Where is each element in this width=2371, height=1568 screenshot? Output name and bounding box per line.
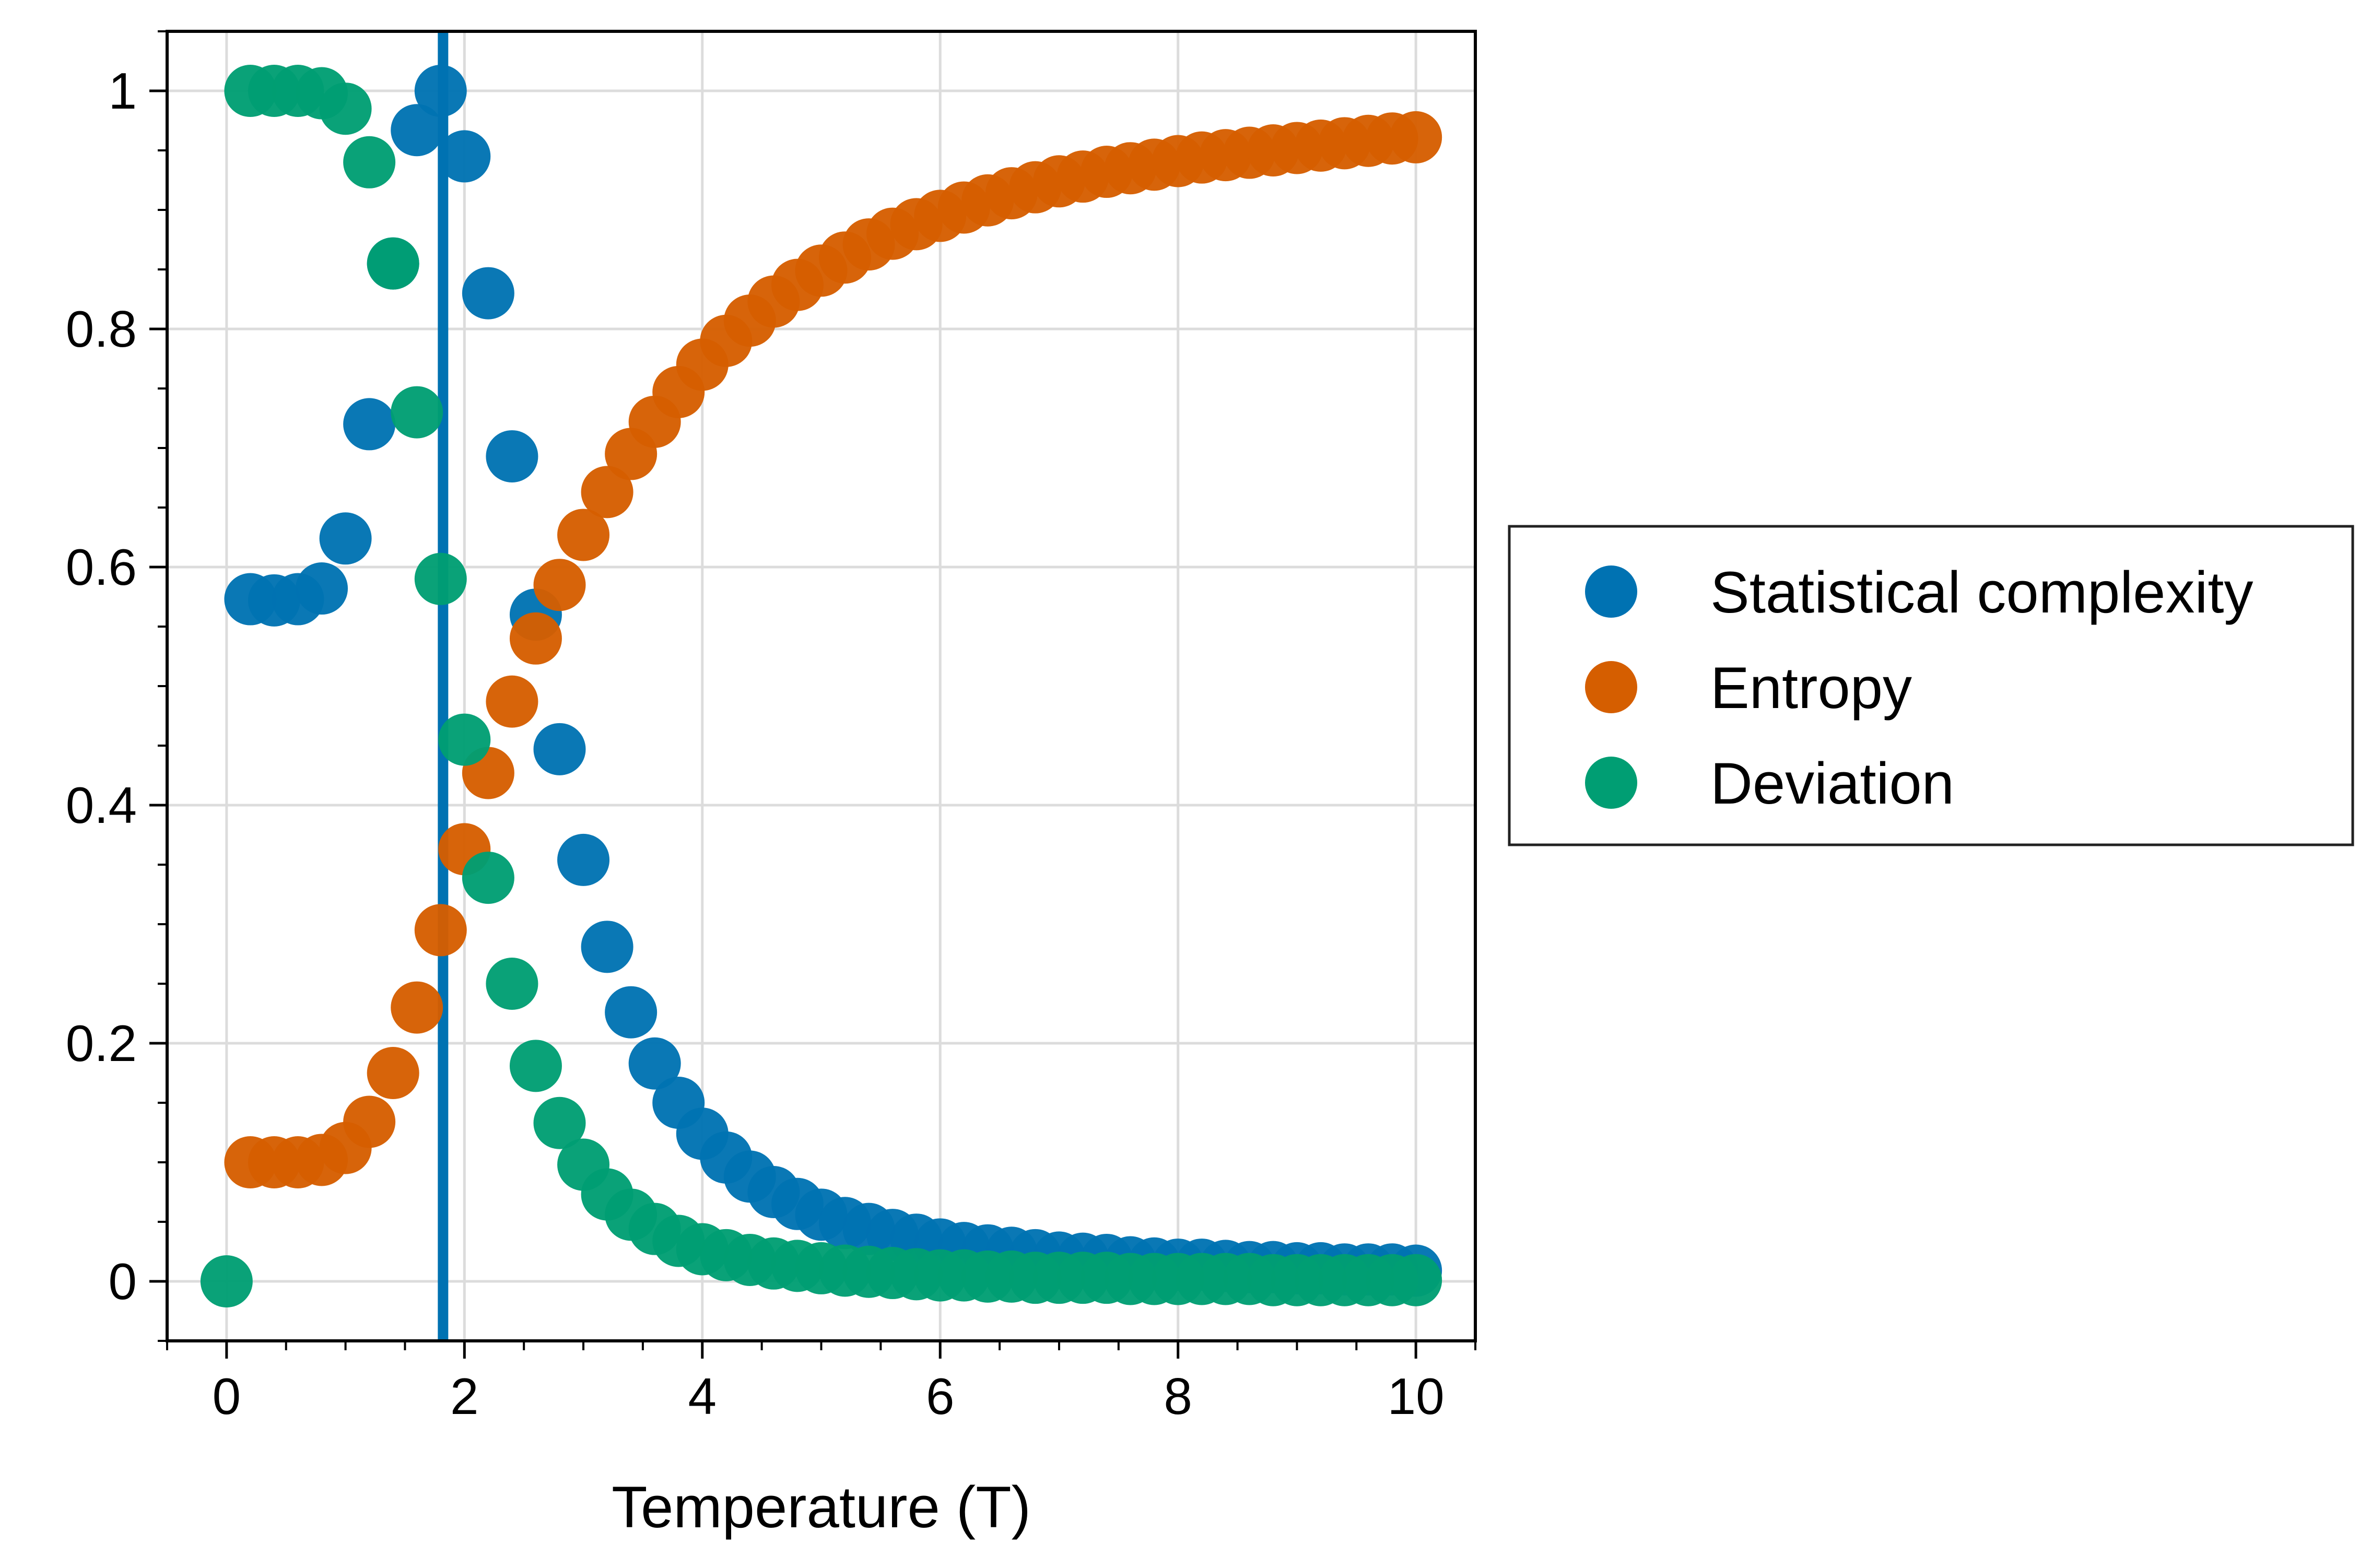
y-tick-label: 0.2 — [66, 1015, 137, 1072]
data-point — [462, 852, 514, 904]
data-point — [438, 713, 491, 766]
legend-label: Statistical complexity — [1710, 560, 2253, 625]
y-tick-label: 0.4 — [66, 776, 137, 834]
legend-box — [1508, 525, 2354, 846]
series-deviation — [200, 65, 1442, 1307]
data-point — [438, 130, 491, 183]
x-tick-label: 2 — [450, 1367, 479, 1425]
data-point — [605, 986, 658, 1039]
y-tick-label: 0.6 — [66, 538, 137, 596]
data-point — [581, 921, 633, 973]
legend-marker — [1585, 661, 1637, 713]
series-entropy — [224, 111, 1442, 1188]
data-point — [343, 136, 396, 188]
data-point — [343, 1095, 396, 1148]
data-point — [628, 1037, 681, 1090]
data-point — [557, 509, 610, 561]
data-point — [557, 833, 610, 886]
legend-marker — [1585, 565, 1637, 618]
data-point — [533, 559, 586, 611]
data-point — [200, 1255, 253, 1307]
legend-label: Entropy — [1710, 655, 1912, 721]
x-tick-label: 6 — [926, 1367, 955, 1425]
data-point — [343, 398, 396, 451]
data-point — [1390, 1254, 1442, 1306]
grid-layer — [167, 31, 1475, 1341]
data-point — [462, 267, 514, 320]
data-point — [414, 904, 467, 957]
data-point — [581, 466, 633, 518]
ticks-layer: 0 2 4 6 8 10 0 0.2 0.4 0.6 0.8 1 — [66, 30, 1476, 1425]
x-tick-label: 0 — [213, 1367, 241, 1425]
x-tick-label: 4 — [688, 1367, 717, 1425]
data-point — [391, 104, 443, 157]
data-point — [319, 82, 372, 135]
data-point — [367, 237, 419, 290]
data-point — [414, 65, 467, 117]
legend-label: Deviation — [1710, 751, 1954, 816]
legend-items: Statistical complexity Entropy Deviation — [1585, 560, 2253, 816]
y-tick-label: 1 — [108, 62, 137, 120]
data-point — [414, 552, 467, 605]
y-tick-label: 0 — [108, 1253, 137, 1310]
data-point — [486, 430, 538, 482]
data-point — [391, 981, 443, 1034]
x-axis-title: Temperature (T) — [612, 1475, 1031, 1540]
legend: Statistical complexity Entropy Deviation — [1508, 525, 2354, 846]
data-point — [509, 612, 562, 665]
data-point — [319, 512, 372, 565]
legend-marker — [1585, 757, 1637, 809]
data-points-layer — [200, 65, 1442, 1307]
data-point — [486, 675, 538, 728]
y-tick-label: 0.8 — [66, 300, 137, 358]
data-point — [1390, 111, 1442, 163]
data-point — [509, 1040, 562, 1092]
data-point — [533, 723, 586, 775]
data-point — [367, 1047, 419, 1099]
x-tick-label: 8 — [1164, 1367, 1192, 1425]
data-point — [533, 1097, 586, 1149]
data-point — [486, 958, 538, 1010]
data-point — [391, 386, 443, 439]
data-point — [296, 562, 348, 615]
x-tick-label: 10 — [1388, 1367, 1445, 1425]
